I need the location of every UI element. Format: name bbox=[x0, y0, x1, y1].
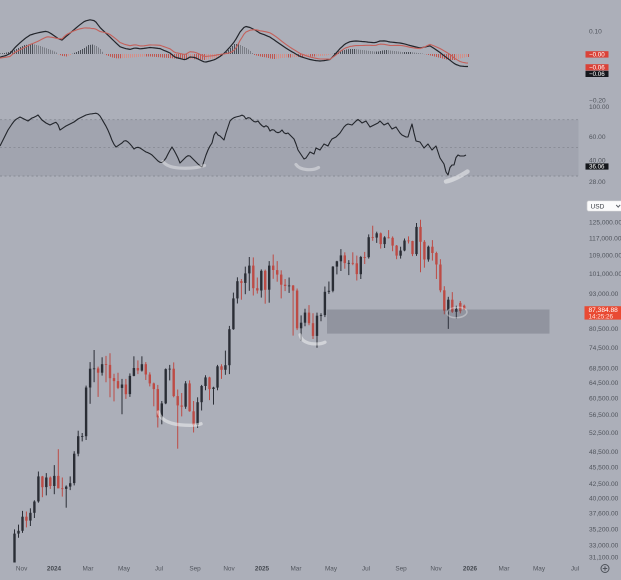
svg-text:0.10: 0.10 bbox=[589, 28, 602, 35]
svg-text:45,500.00: 45,500.00 bbox=[589, 465, 619, 472]
svg-text:40,000.00: 40,000.00 bbox=[589, 496, 619, 503]
svg-text:33,000.00: 33,000.00 bbox=[589, 542, 619, 549]
svg-text:48,500.00: 48,500.00 bbox=[589, 449, 619, 456]
svg-text:100.00: 100.00 bbox=[589, 104, 610, 111]
svg-text:−0.00: −0.00 bbox=[589, 52, 605, 59]
svg-text:74,500.00: 74,500.00 bbox=[589, 345, 619, 352]
svg-text:Mar: Mar bbox=[498, 565, 510, 572]
svg-text:42,500.00: 42,500.00 bbox=[589, 481, 619, 488]
svg-text:Mar: Mar bbox=[82, 565, 94, 572]
svg-text:May: May bbox=[533, 565, 546, 572]
svg-text:35,200.00: 35,200.00 bbox=[589, 527, 619, 534]
svg-text:37,600.00: 37,600.00 bbox=[589, 511, 619, 518]
svg-text:56,500.00: 56,500.00 bbox=[589, 412, 619, 419]
svg-text:117,000.00: 117,000.00 bbox=[589, 236, 621, 243]
svg-text:28.00: 28.00 bbox=[589, 179, 606, 186]
svg-text:May: May bbox=[118, 565, 131, 572]
svg-text:52,500.00: 52,500.00 bbox=[589, 430, 619, 437]
svg-text:May: May bbox=[325, 565, 338, 572]
svg-text:Nov: Nov bbox=[16, 565, 28, 572]
svg-text:31,100.00: 31,100.00 bbox=[589, 555, 619, 562]
svg-text:60,500.00: 60,500.00 bbox=[589, 395, 619, 402]
svg-text:−0.06: −0.06 bbox=[589, 71, 605, 78]
svg-text:USD: USD bbox=[591, 203, 605, 210]
svg-text:Mar: Mar bbox=[290, 565, 302, 572]
svg-text:14:25:26: 14:25:26 bbox=[589, 313, 614, 320]
svg-text:93,000.00: 93,000.00 bbox=[589, 291, 619, 298]
svg-text:80,500.00: 80,500.00 bbox=[589, 326, 619, 333]
svg-text:Jul: Jul bbox=[155, 565, 163, 572]
svg-text:Nov: Nov bbox=[430, 565, 442, 572]
svg-text:Sep: Sep bbox=[189, 565, 201, 572]
svg-text:Sep: Sep bbox=[395, 565, 407, 572]
svg-text:2026: 2026 bbox=[463, 565, 478, 572]
svg-text:109,000.00: 109,000.00 bbox=[589, 253, 621, 260]
svg-text:Nov: Nov bbox=[223, 565, 235, 572]
svg-text:64,500.00: 64,500.00 bbox=[589, 380, 619, 387]
svg-text:Jul: Jul bbox=[571, 565, 579, 572]
svg-text:Jul: Jul bbox=[362, 565, 370, 572]
svg-text:60.00: 60.00 bbox=[589, 134, 606, 141]
svg-text:36.06: 36.06 bbox=[589, 164, 605, 171]
svg-text:101,000.00: 101,000.00 bbox=[589, 271, 621, 278]
svg-text:125,000.00: 125,000.00 bbox=[589, 220, 621, 227]
svg-text:2025: 2025 bbox=[255, 565, 270, 572]
svg-text:68,500.00: 68,500.00 bbox=[589, 365, 619, 372]
svg-text:2024: 2024 bbox=[47, 565, 62, 572]
